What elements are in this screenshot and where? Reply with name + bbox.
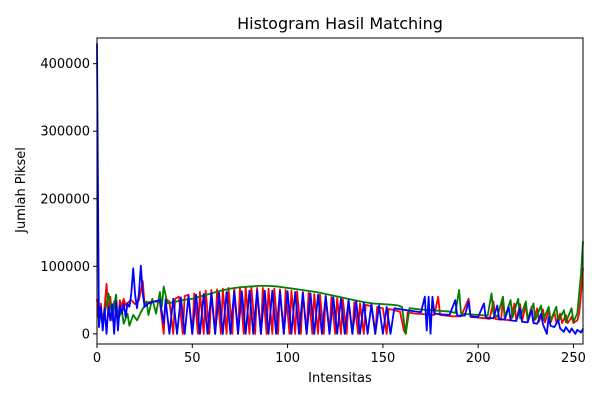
y-tick-label: 400000 <box>40 57 90 72</box>
series-line-2 <box>96 43 584 335</box>
x-axis: 0 50 100 150 200 250 <box>93 344 586 366</box>
x-axis-label: Intensitas <box>308 371 372 386</box>
x-tick-label: 50 <box>184 351 201 366</box>
plot-frame <box>96 37 584 345</box>
y-tick-label: 0 <box>82 327 90 342</box>
y-axis-label: Jumlah Piksel <box>14 147 29 234</box>
y-tick-label: 300000 <box>40 125 90 140</box>
series-lines <box>96 43 584 335</box>
y-tick-label: 200000 <box>40 192 90 207</box>
plot-area <box>97 38 583 344</box>
x-tick-label: 200 <box>466 351 491 366</box>
x-tick-label: 0 <box>93 351 101 366</box>
x-tick-label: 250 <box>561 351 586 366</box>
x-tick-label: 100 <box>275 351 300 366</box>
y-axis: 0 100000 200000 300000 400000 <box>40 57 97 342</box>
series-line-0 <box>96 267 584 335</box>
x-tick-label: 150 <box>370 351 395 366</box>
chart-title: Histogram Hasil Matching <box>237 14 443 33</box>
y-tick-label: 100000 <box>40 260 90 275</box>
